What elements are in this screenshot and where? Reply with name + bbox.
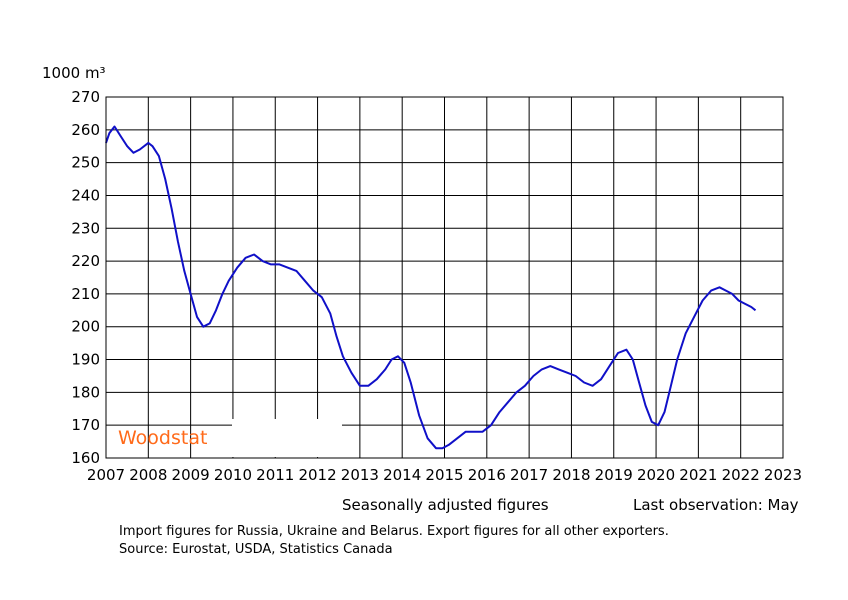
y-tick-label: 250 xyxy=(71,154,100,172)
series-line xyxy=(105,125,757,450)
y-tick-label: 170 xyxy=(71,416,100,434)
x-tick-label: 2015 xyxy=(425,466,463,484)
y-tick-label: 210 xyxy=(71,285,100,303)
y-tick-label: 230 xyxy=(71,219,100,237)
source-note-line-1: Import figures for Russia, Ukraine and B… xyxy=(119,524,669,539)
x-tick-label: 2022 xyxy=(722,466,760,484)
x-tick-label: 2012 xyxy=(298,466,336,484)
woodstat-logo: Woodstat xyxy=(118,427,207,449)
y-tick-label: 220 xyxy=(71,252,100,270)
y-axis-ticks: 160 170 180 190 200 210 220 230 240 250 260 270 xyxy=(71,88,100,467)
x-tick-label: 2009 xyxy=(172,466,210,484)
x-tick-label: 2014 xyxy=(383,466,421,484)
grid xyxy=(105,96,784,459)
source-note-line-2: Source: Eurostat, USDA, Statistics Canad… xyxy=(119,542,393,557)
y-unit-label: 1000 m³ xyxy=(42,64,106,82)
x-tick-label: 2008 xyxy=(129,466,167,484)
y-tick-label: 270 xyxy=(71,88,100,106)
x-tick-label: 2020 xyxy=(637,466,675,484)
last-observation-note: Last observation: May xyxy=(633,496,799,514)
x-axis-ticks: 2007 2008 2009 2010 2011 2012 2013 2014 2015 2016… xyxy=(87,466,802,484)
brand-backdrop xyxy=(232,419,342,457)
x-tick-label: 2018 xyxy=(552,466,590,484)
y-tick-label: 180 xyxy=(71,383,100,401)
x-tick-label: 2010 xyxy=(214,466,252,484)
y-tick-label: 160 xyxy=(71,449,100,467)
y-tick-label: 240 xyxy=(71,186,100,204)
x-tick-label: 2011 xyxy=(256,466,294,484)
x-tick-label: 2007 xyxy=(87,466,125,484)
x-tick-label: 2017 xyxy=(510,466,548,484)
x-tick-label: 2019 xyxy=(595,466,633,484)
x-tick-label: 2013 xyxy=(341,466,379,484)
x-tick-label: 2023 xyxy=(764,466,802,484)
x-tick-label: 2021 xyxy=(679,466,717,484)
y-tick-label: 190 xyxy=(71,351,100,369)
y-tick-label: 260 xyxy=(71,121,100,139)
seasonal-adjustment-note: Seasonally adjusted figures xyxy=(342,496,549,514)
x-tick-label: 2016 xyxy=(468,466,506,484)
y-tick-label: 200 xyxy=(71,318,100,336)
plot-frame xyxy=(105,96,784,459)
